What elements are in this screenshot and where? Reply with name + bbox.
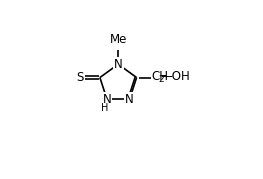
- Text: N: N: [103, 93, 111, 106]
- Text: —OH: —OH: [160, 70, 190, 83]
- Text: S: S: [76, 71, 83, 84]
- Text: N: N: [125, 93, 134, 106]
- Text: Me: Me: [110, 33, 127, 46]
- Text: 2: 2: [158, 75, 164, 84]
- Text: N: N: [114, 58, 123, 71]
- Text: CH: CH: [152, 70, 169, 83]
- Text: H: H: [101, 103, 109, 113]
